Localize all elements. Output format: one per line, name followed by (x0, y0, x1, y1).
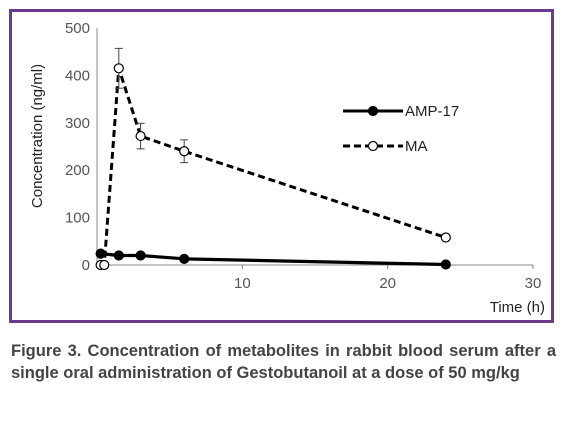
x-tick-labels: 10 20 30 (234, 265, 541, 292)
y-tick-label: 300 (65, 115, 90, 132)
chart-axes (96, 28, 533, 266)
y-tick-labels: 0 100 200 300 400 500 (65, 20, 90, 274)
series-line-amp-17 (100, 252, 446, 267)
legend-label-ma: MA (405, 138, 428, 155)
series-line-ma (100, 66, 447, 267)
data-point-amp-17 (113, 250, 124, 261)
data-point-ma (179, 146, 190, 157)
x-axis-label: Time (h) (490, 299, 545, 316)
series-layer (95, 47, 451, 271)
y-tick-label: 100 (65, 210, 90, 227)
legend-label-amp-17: AMP-17 (405, 103, 459, 120)
figure-caption: Figure 3. Concentration of metabolites i… (11, 342, 556, 382)
legend: AMP-17 MA (343, 103, 459, 155)
x-tick-label: 30 (525, 275, 542, 292)
legend-item-ma: MA (343, 138, 428, 155)
data-point-amp-17 (135, 250, 146, 261)
y-axis-label: Concentration (ng/ml) (29, 64, 46, 208)
y-tick-label: 400 (65, 67, 90, 84)
data-point-ma (440, 232, 451, 243)
legend-item-amp-17: AMP-17 (343, 103, 459, 120)
y-tick-label: 500 (65, 20, 90, 37)
legend-marker-ma (367, 140, 379, 152)
y-tick-label: 0 (82, 257, 90, 274)
chart: 0 100 200 300 400 500 10 20 30 Concentration (n… (29, 20, 545, 316)
data-point-ma (135, 130, 146, 142)
data-point-amp-17 (440, 259, 451, 270)
y-tick-label: 200 (65, 162, 90, 179)
data-point-ma (113, 63, 124, 74)
x-tick-label: 20 (379, 275, 396, 292)
data-point-amp-17 (179, 253, 190, 264)
legend-marker-amp-17 (367, 105, 379, 117)
series-amp-17 (95, 248, 451, 270)
series-ma (95, 47, 451, 271)
figure-frame: 0 100 200 300 400 500 10 20 30 Concentration (n… (9, 9, 554, 323)
x-tick-label: 10 (234, 275, 251, 292)
data-point-ma (99, 259, 110, 271)
data-point-amp-17 (95, 248, 106, 259)
